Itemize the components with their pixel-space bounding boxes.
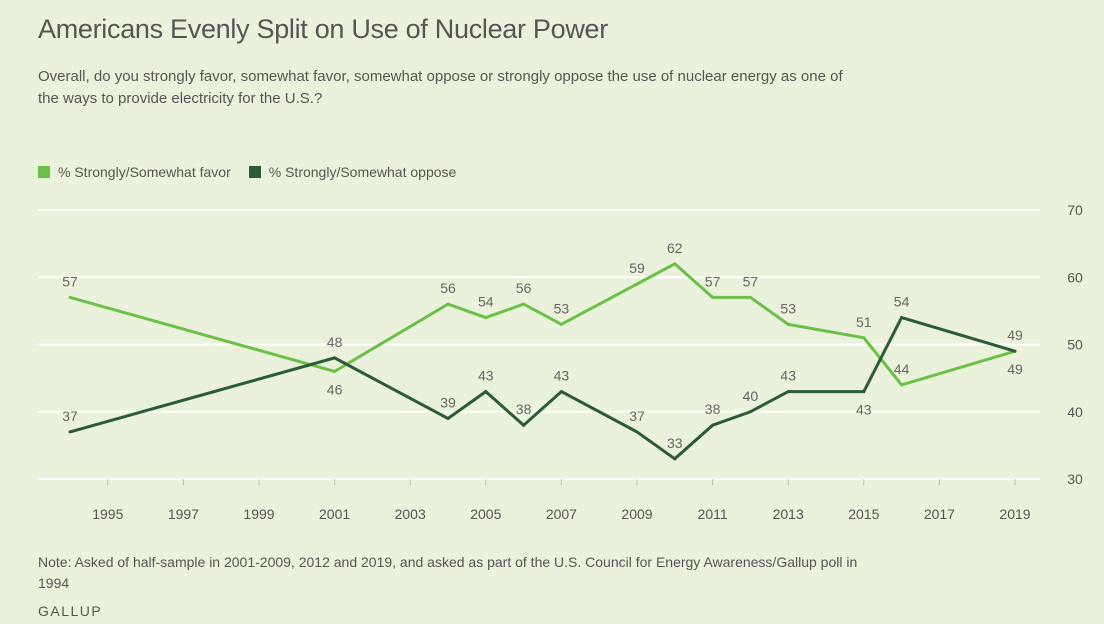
y-tick-label-50: 50 <box>1067 337 1083 353</box>
data-label-favor-2009: 59 <box>629 260 645 276</box>
data-point-oppose-2011 <box>711 423 715 427</box>
data-label-oppose-2007: 43 <box>554 368 570 384</box>
y-tick-label-40: 40 <box>1067 404 1083 420</box>
x-tick-label-2005: 2005 <box>470 506 501 522</box>
x-tick-label-2019: 2019 <box>999 506 1030 522</box>
data-label-favor-2001: 46 <box>327 381 343 397</box>
x-tick-label-1995: 1995 <box>92 506 123 522</box>
x-tick-label-2011: 2011 <box>698 506 728 522</box>
legend-label-oppose: % Strongly/Somewhat oppose <box>268 164 457 180</box>
data-point-oppose-2012 <box>748 410 752 414</box>
data-point-favor-2015 <box>862 336 866 340</box>
data-label-favor-2011: 57 <box>705 273 721 289</box>
data-point-favor-2012 <box>748 295 752 299</box>
data-point-oppose-2010 <box>673 457 677 461</box>
data-label-oppose-2016: 54 <box>894 294 910 310</box>
data-point-favor-2005 <box>484 316 488 320</box>
gallup-logo: GALLUP <box>38 603 103 619</box>
chart-title: Americans Evenly Split on Use of Nuclear… <box>38 14 608 44</box>
y-tick-label-30: 30 <box>1067 471 1083 487</box>
data-point-oppose-1994 <box>68 430 72 434</box>
x-tick-label-2003: 2003 <box>395 506 426 522</box>
data-label-oppose-2010: 33 <box>667 435 683 451</box>
data-label-favor-2016: 44 <box>894 361 910 377</box>
data-label-oppose-1994: 37 <box>62 408 78 424</box>
data-point-favor-2007 <box>559 322 563 326</box>
data-point-oppose-2001 <box>333 356 337 360</box>
series-line-oppose <box>69 315 1016 461</box>
data-label-oppose-2006: 38 <box>516 401 532 417</box>
y-tick-label-60: 60 <box>1067 269 1083 285</box>
data-point-oppose-2019 <box>1013 349 1017 353</box>
legend-swatch-favor <box>38 166 50 178</box>
x-tick-label-1997: 1997 <box>168 506 199 522</box>
data-label-favor-2019: 49 <box>1007 361 1023 377</box>
data-label-oppose-2019: 49 <box>1007 327 1023 343</box>
data-label-favor-2007: 53 <box>554 300 570 316</box>
data-label-favor-2012: 57 <box>743 273 759 289</box>
data-point-oppose-2016 <box>900 316 904 320</box>
data-label-favor-1994: 57 <box>62 273 78 289</box>
data-point-oppose-2013 <box>786 390 790 394</box>
data-point-favor-2009 <box>635 282 639 286</box>
data-label-oppose-2009: 37 <box>629 408 645 424</box>
legend-swatch-oppose <box>248 166 261 178</box>
data-point-favor-2006 <box>522 302 526 306</box>
data-point-favor-2016 <box>900 383 904 387</box>
data-label-favor-2010: 62 <box>667 240 683 256</box>
data-label-favor-2005: 54 <box>478 294 494 310</box>
data-point-oppose-2004 <box>446 416 450 420</box>
data-label-oppose-2005: 43 <box>478 368 494 384</box>
data-point-favor-2011 <box>711 295 715 299</box>
data-point-oppose-2015 <box>862 390 866 394</box>
x-tick-label-2015: 2015 <box>848 506 879 522</box>
data-label-oppose-2013: 43 <box>780 368 796 384</box>
x-tick-label-1999: 1999 <box>243 506 274 522</box>
x-tick-label-2017: 2017 <box>924 506 955 522</box>
data-point-favor-2010 <box>673 262 677 266</box>
data-point-favor-2013 <box>786 322 790 326</box>
data-point-favor-2001 <box>333 369 337 373</box>
data-label-oppose-2001: 48 <box>327 334 343 350</box>
x-tick-label-2013: 2013 <box>773 506 804 522</box>
data-point-favor-2004 <box>446 302 450 306</box>
data-label-oppose-2012: 40 <box>743 388 759 404</box>
data-label-favor-2006: 56 <box>516 280 532 296</box>
data-label-oppose-2011: 38 <box>705 401 721 417</box>
data-point-oppose-2006 <box>522 423 526 427</box>
data-label-favor-2015: 51 <box>856 314 872 330</box>
data-label-favor-2013: 53 <box>780 300 796 316</box>
legend: % Strongly/Somewhat favor % Strongly/Som… <box>38 164 474 180</box>
data-point-favor-1994 <box>68 295 72 299</box>
data-label-oppose-2004: 39 <box>440 394 456 410</box>
x-tick-label-2001: 2001 <box>319 506 350 522</box>
legend-item-oppose: % Strongly/Somewhat oppose <box>248 164 457 180</box>
chart-subtitle: Overall, do you strongly favor, somewhat… <box>38 68 843 107</box>
legend-label-favor: % Strongly/Somewhat favor <box>58 164 231 180</box>
footnote: Note: Asked of half-sample in 2001-2009,… <box>38 554 858 591</box>
data-point-oppose-2009 <box>635 430 639 434</box>
x-tick-label-2009: 2009 <box>621 506 652 522</box>
data-point-oppose-2007 <box>559 390 563 394</box>
data-label-favor-2004: 56 <box>440 280 456 296</box>
data-label-oppose-2015: 43 <box>856 402 872 418</box>
series-line-favor <box>69 261 1016 387</box>
x-tick-label-2007: 2007 <box>546 506 577 522</box>
y-tick-label-70: 70 <box>1067 202 1083 218</box>
legend-item-favor: % Strongly/Somewhat favor <box>38 164 231 180</box>
data-point-oppose-2005 <box>484 390 488 394</box>
